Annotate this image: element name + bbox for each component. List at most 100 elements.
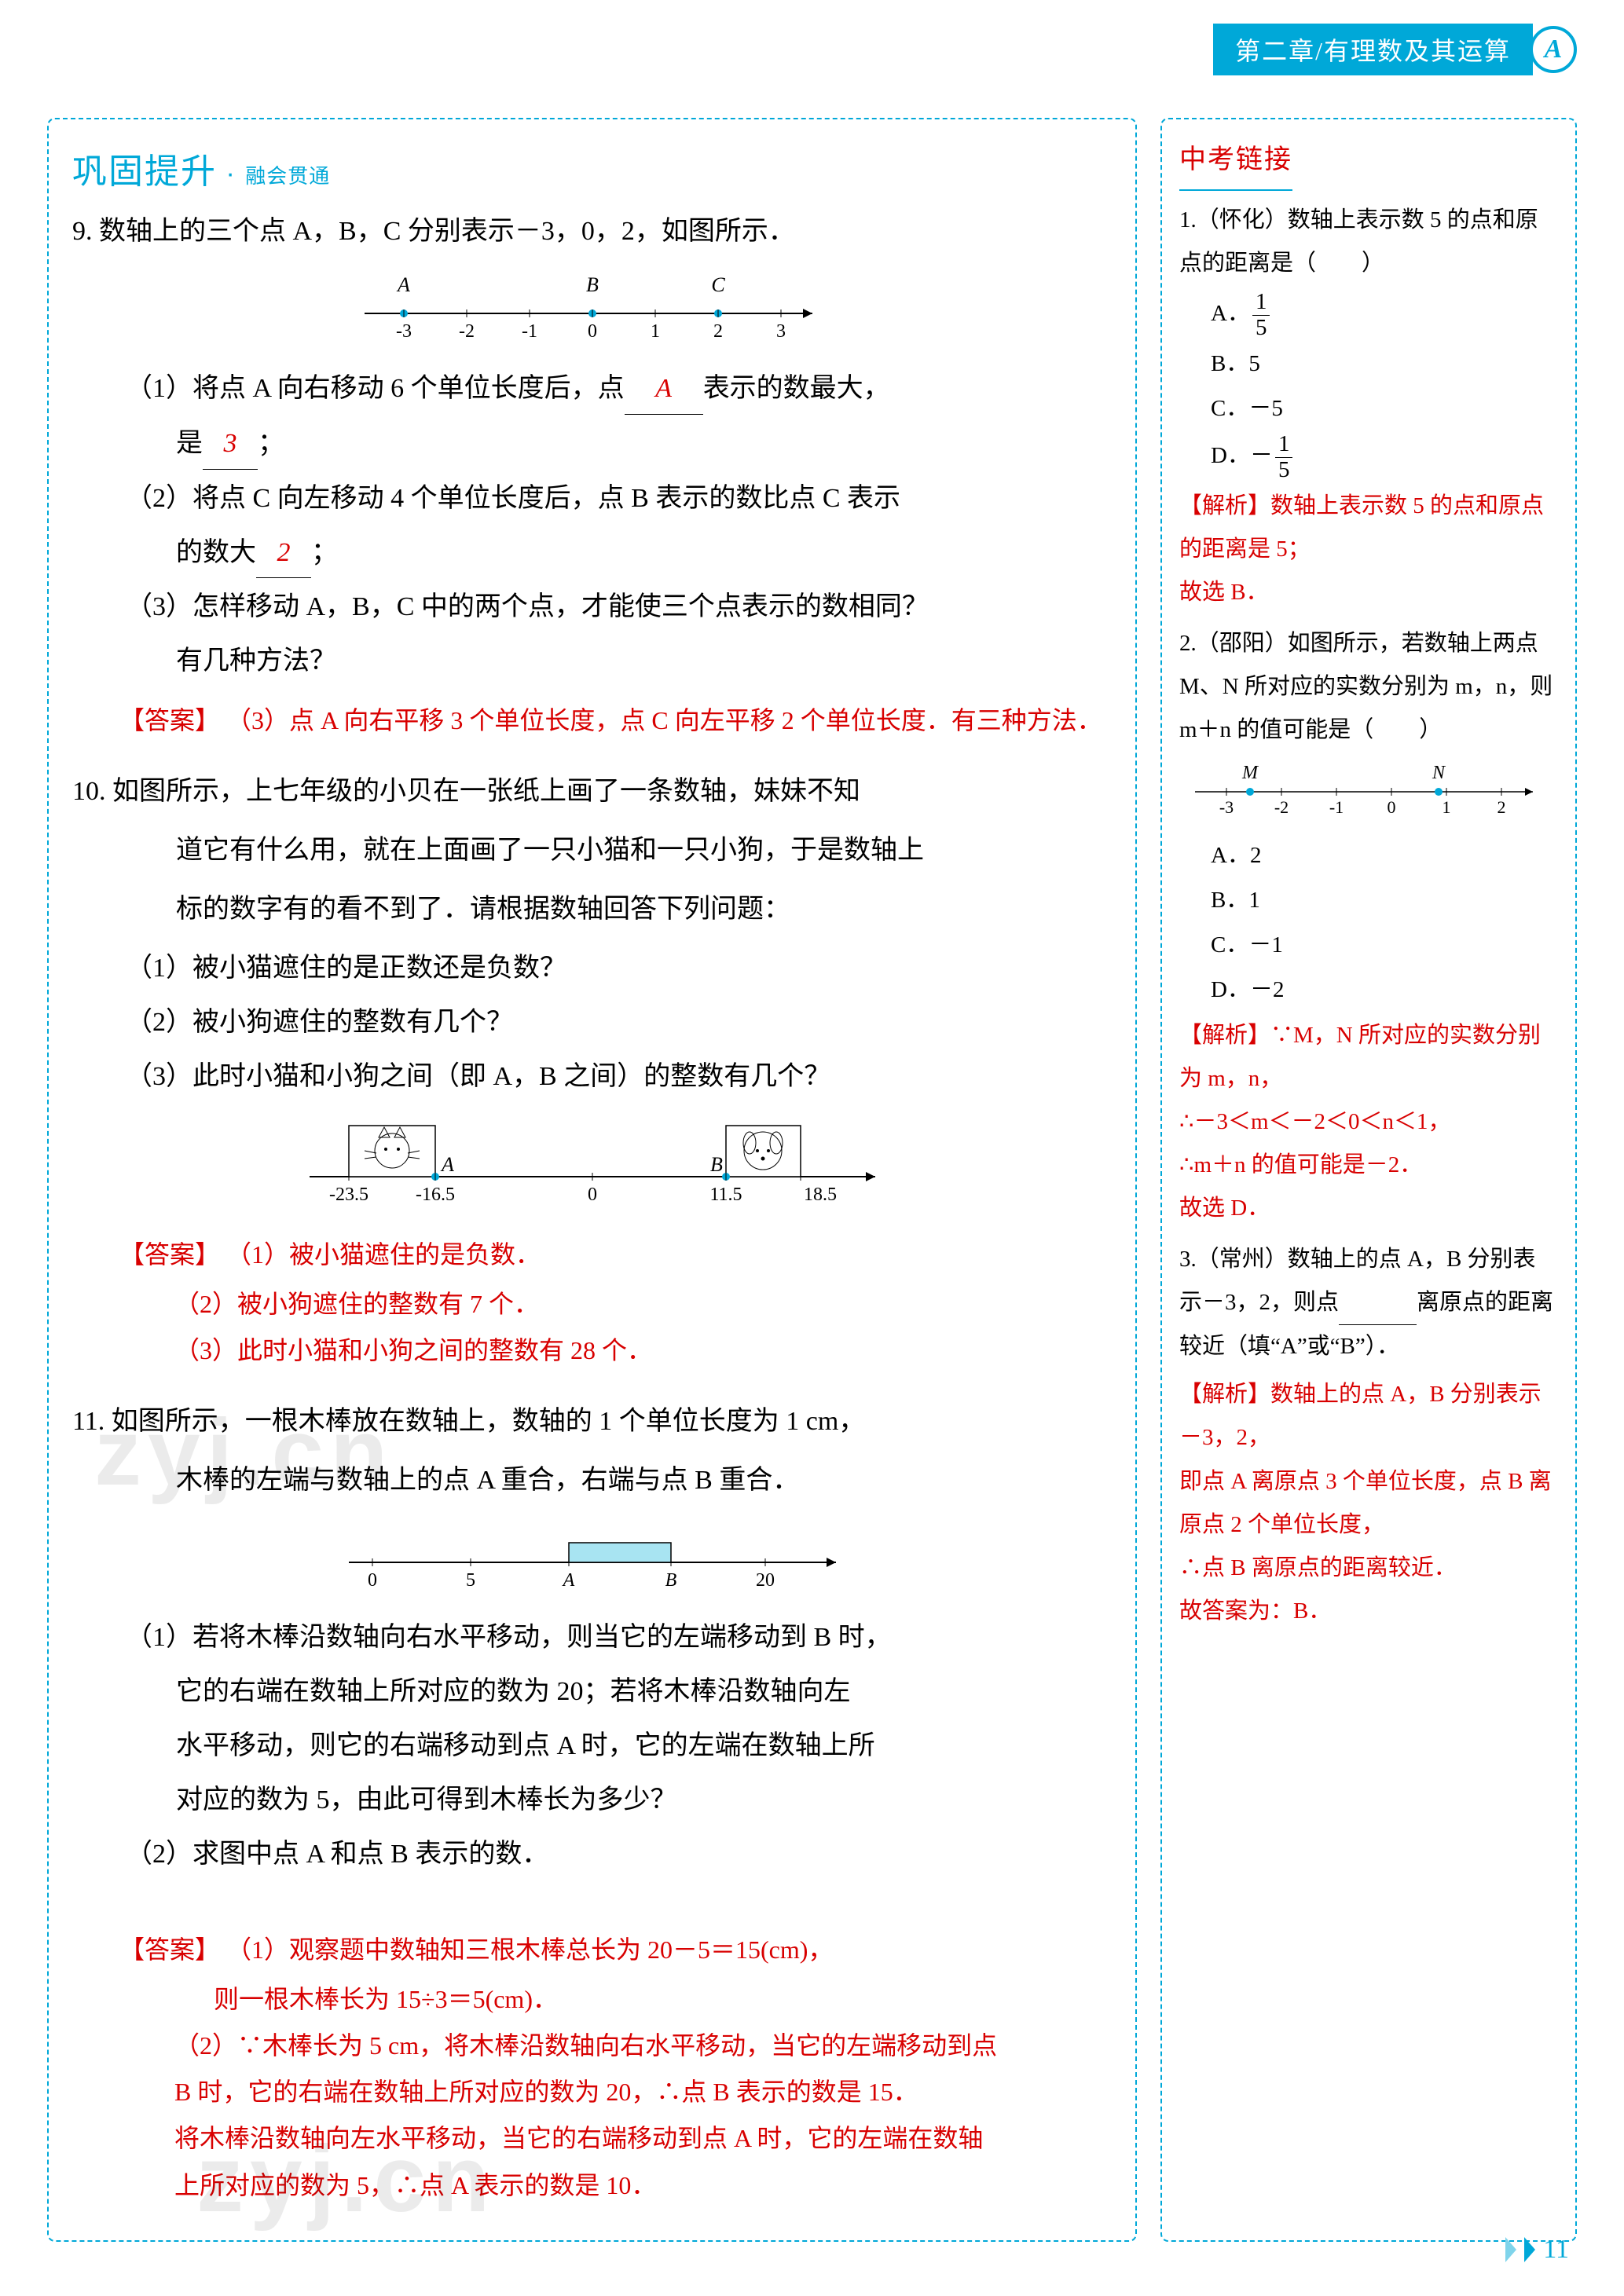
q9-s1c: 是 xyxy=(176,429,203,458)
svg-text:0: 0 xyxy=(1388,797,1396,817)
chapter-badge: A xyxy=(1530,26,1577,73)
svg-text:-2: -2 xyxy=(459,321,475,342)
q9-s2-blank: 2 xyxy=(256,529,311,579)
q11-ans2b: B 时，它的右端在数轴上所对应的数为 20，∴点 B 表示的数是 15． xyxy=(72,2069,1112,2115)
side-q1-optD-num: 1 xyxy=(1275,432,1293,458)
q11-stem1: 11. 如图所示，一根木棒放在数轴上，数轴的 1 个单位长度为 1 cm， xyxy=(72,1397,1112,1447)
q9-stem: 9. 数轴上的三个点 A，B，C 分别表示－3，0，2，如图所示． xyxy=(72,207,1112,257)
side-q2-sol2: ∴－3＜m＜－2＜0＜n＜1， xyxy=(1179,1100,1558,1144)
q9-figure: ABC -3-2-10123 xyxy=(72,266,1112,349)
q11-s1b: 它的右端在数轴上所对应的数为 20；若将木棒沿数轴向左 xyxy=(72,1668,1112,1717)
svg-text:-16.5: -16.5 xyxy=(416,1185,455,1205)
q11-s1a: （1）若将木棒沿数轴向右水平移动，则当它的左端移动到 B 时， xyxy=(72,1613,1112,1663)
svg-text:3: 3 xyxy=(776,321,786,342)
page-number: 11 xyxy=(1505,2235,1569,2265)
q9-s1b: 表示的数最大， xyxy=(703,374,890,403)
side-q1-stem: 1.（怀化）数轴上表示数 5 的点和原点的距离是（ ） xyxy=(1179,199,1558,285)
side-q3-sol2: 即点 A 离原点 3 个单位长度，点 B 离原点 2 个单位长度， xyxy=(1179,1460,1558,1547)
side-q1-optA: A．15 xyxy=(1179,290,1558,341)
q10-ans1: 【答案】 （1）被小猫遮住的是负数． xyxy=(72,1232,1112,1278)
q10-s3: （3）此时小猫和小狗之间（即 A，B 之间）的整数有几个？ xyxy=(72,1053,1112,1102)
side-q3-sol4: 故答案为：B． xyxy=(1179,1590,1558,1633)
side-q2-optC: C．－1 xyxy=(1179,924,1558,967)
svg-text:-3: -3 xyxy=(1219,797,1234,817)
side-q1-optA-num: 1 xyxy=(1252,290,1270,316)
section-title-sub: 融会贯通 xyxy=(245,164,330,188)
q9-s1d: ； xyxy=(258,429,284,458)
side-q2-stem: 2.（邵阳）如图所示，若数轴上两点 M、N 所对应的实数分别为 m，n，则 m＋… xyxy=(1179,622,1558,752)
side-q2-optA: A．2 xyxy=(1179,834,1558,877)
section-title: 巩固提升 · 融会贯通 xyxy=(72,143,1112,193)
side-q1-optD-pre: D．－ xyxy=(1211,443,1273,468)
side-q1-optA-den: 5 xyxy=(1252,316,1270,341)
q11-stem2: 木棒的左端与数轴上的点 A 重合，右端与点 B 重合． xyxy=(72,1456,1112,1506)
svg-text:B: B xyxy=(710,1153,723,1176)
q11-ans2d: 上所对应的数为 5，∴点 A 表示的数是 10． xyxy=(72,2162,1112,2209)
side-q1-optD: D．－15 xyxy=(1179,432,1558,483)
side-q1-sol2: 故选 B． xyxy=(1179,571,1558,614)
q10-ans2: （2）被小狗遮住的整数有 7 个． xyxy=(72,1281,1112,1327)
q10-s1: （1）被小猫遮住的是正数还是负数？ xyxy=(72,944,1112,994)
svg-text:5: 5 xyxy=(466,1570,475,1591)
chapter-banner: 第二章/有理数及其运算 A xyxy=(1213,24,1577,75)
svg-text:1: 1 xyxy=(651,321,660,342)
side-q3-stem: 3.（常州）数轴上的点 A，B 分别表示－3，2，则点 离原点的距离较近（填“A… xyxy=(1179,1238,1558,1368)
svg-text:1: 1 xyxy=(1443,797,1451,817)
side-column: 中考链接 1.（怀化）数轴上表示数 5 的点和原点的距离是（ ） A．15 B．… xyxy=(1160,118,1577,2242)
side-q2-sol4: 故选 D． xyxy=(1179,1187,1558,1230)
side-q1-optB: B．5 xyxy=(1179,342,1558,386)
svg-text:N: N xyxy=(1432,763,1446,783)
q9-s2c: ； xyxy=(311,538,338,567)
svg-text:-1: -1 xyxy=(522,321,537,342)
svg-text:-1: -1 xyxy=(1329,797,1344,817)
q10-s2: （2）被小狗遮住的整数有几个？ xyxy=(72,998,1112,1048)
chevron-icon xyxy=(1505,2237,1516,2262)
side-q2-optD: D．－2 xyxy=(1179,969,1558,1012)
q10-stem2: 道它有什么用，就在上面画了一只小猫和一只小狗，于是数轴上 xyxy=(72,826,1112,876)
side-q2-sol3: ∴m＋n 的值可能是－2． xyxy=(1179,1144,1558,1187)
q11-ans1: 【答案】 （1）观察题中数轴知三根木棒总长为 20－5＝15(cm)， xyxy=(72,1927,1112,1973)
svg-text:-23.5: -23.5 xyxy=(329,1185,368,1205)
side-q3-sol3: ∴点 B 离原点的距离较近． xyxy=(1179,1547,1558,1590)
svg-text:B: B xyxy=(586,273,599,296)
side-q3-sol1: 【解析】数轴上的点 A，B 分别表示－3，2， xyxy=(1179,1373,1558,1459)
svg-text:-2: -2 xyxy=(1274,797,1289,817)
q9-s3a: （3）怎样移动 A，B，C 中的两个点，才能使三个点表示的数相同？ xyxy=(72,583,1112,632)
q10-figure: AB -23.5-16.5011.518.5 xyxy=(72,1110,1112,1216)
q10-stem1: 10. 如图所示，上七年级的小贝在一张纸上画了一条数轴，妹妹不知 xyxy=(72,767,1112,817)
chevron-icon xyxy=(1524,2237,1535,2262)
svg-text:A: A xyxy=(440,1153,454,1176)
q9-s2-cont: 的数大2； xyxy=(72,529,1112,579)
side-q1-optD-den: 5 xyxy=(1275,458,1293,483)
q9-answer: 【答案】 （3）点 A 向右平移 3 个单位长度，点 C 向左平移 2 个单位长… xyxy=(72,698,1112,744)
q11-s1c: 水平移动，则它的右端移动到点 A 时，它的左端在数轴上所 xyxy=(72,1722,1112,1771)
q10-stem3: 标的数字有的看不到了．请根据数轴回答下列问题： xyxy=(72,885,1112,935)
q10-ans3: （3）此时小猫和小狗之间的整数有 28 个． xyxy=(72,1327,1112,1374)
svg-text:2: 2 xyxy=(1498,797,1506,817)
svg-text:-3: -3 xyxy=(396,321,412,342)
side-q1-sol1: 【解析】数轴上表示数 5 的点和原点的距离是 5； xyxy=(1179,485,1558,571)
q9-s2b: 的数大 xyxy=(176,538,256,567)
q9-s2a: （2）将点 C 向左移动 4 个单位长度后，点 B 表示的数比点 C 表示 xyxy=(126,484,900,513)
svg-text:B: B xyxy=(665,1570,676,1591)
svg-text:A: A xyxy=(396,273,410,296)
svg-text:18.5: 18.5 xyxy=(804,1185,837,1205)
svg-text:C: C xyxy=(711,273,725,296)
q11-figure: 05 AB 20 xyxy=(72,1515,1112,1598)
svg-text:2: 2 xyxy=(713,321,723,342)
side-title: 中考链接 xyxy=(1179,135,1292,191)
q9-s2: （2）将点 C 向左移动 4 个单位长度后，点 B 表示的数比点 C 表示 xyxy=(72,474,1112,524)
side-q3-blank xyxy=(1339,1281,1417,1325)
q11-s2: （2）求图中点 A 和点 B 表示的数． xyxy=(72,1830,1112,1880)
q11-ans1b: 则一根木棒长为 15÷3＝5(cm)． xyxy=(72,1976,1112,2023)
side-q2-figure: MN -3-2-1012 xyxy=(1179,756,1558,834)
q11-s1d: 对应的数为 5，由此可得到木棒长为多少？ xyxy=(72,1776,1112,1825)
svg-text:0: 0 xyxy=(588,1185,597,1205)
q9-s1: （1）将点 A 向右移动 6 个单位长度后，点A表示的数最大， xyxy=(72,364,1112,415)
q9-s1-cont: 是3； xyxy=(72,419,1112,470)
q11-ans2a: （2）∵木棒长为 5 cm，将木棒沿数轴向右水平移动，当它的左端移动到点 xyxy=(72,2023,1112,2069)
main-column: 巩固提升 · 融会贯通 9. 数轴上的三个点 A，B，C 分别表示－3，0，2，… xyxy=(47,118,1137,2242)
side-q2-optB: B．1 xyxy=(1179,879,1558,922)
q9-s1a: （1）将点 A 向右移动 6 个单位长度后，点 xyxy=(126,374,625,403)
side-q1-optA-pre: A． xyxy=(1211,301,1250,326)
